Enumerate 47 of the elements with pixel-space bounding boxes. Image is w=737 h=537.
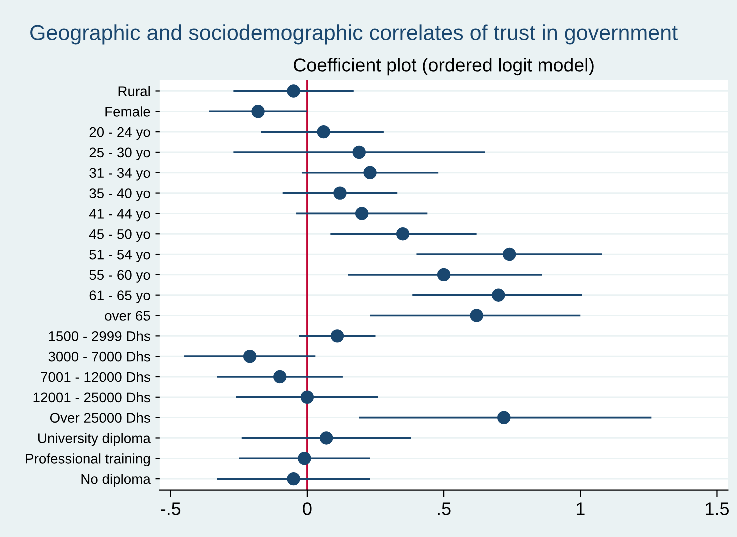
point [470, 309, 484, 322]
point [243, 350, 257, 364]
point [320, 432, 334, 445]
point [437, 268, 451, 282]
point [498, 411, 511, 424]
y-tick-label: 25 - 30 yo [90, 148, 150, 160]
y-tick-label: 55 - 60 yo [90, 270, 150, 283]
y-tick-label: 45 - 50 yo [89, 229, 150, 242]
y-tick-label: Over 25000 Dhs [50, 412, 150, 423]
point [317, 125, 330, 139]
point [355, 207, 369, 220]
y-tick-label: 51 - 54 yo [90, 250, 150, 262]
y-tick-label: 12001 - 25000 Dhs [34, 392, 150, 403]
point [396, 228, 410, 241]
x-tick-label: .5 [438, 502, 451, 516]
x-tick-label: -.5 [161, 502, 181, 516]
point [287, 84, 300, 98]
point [252, 105, 265, 118]
x-tick-label: 1.5 [706, 502, 730, 516]
y-tick-label: 31 - 34 yo [90, 168, 150, 181]
y-tick-label: 7001 - 12000 Dhs [41, 372, 150, 382]
point [492, 288, 506, 302]
x-tick-label: 0 [303, 502, 312, 516]
point [364, 166, 377, 180]
y-tick-label: Female [106, 106, 150, 117]
y-tick-label: over 65 [105, 311, 150, 321]
y-tick-label: 41 - 44 yo [89, 209, 150, 222]
y-tick-label: University diploma [38, 433, 151, 446]
y-tick-label: 3000 - 7000 Dhs [48, 352, 150, 362]
chart-subtitle: Coefficient plot (ordered logit model) [294, 58, 594, 76]
point [330, 330, 344, 343]
point [274, 370, 287, 384]
point [300, 390, 314, 404]
point [352, 146, 366, 160]
y-tick-label: 1500 - 2999 Dhs [49, 331, 150, 342]
point [503, 248, 516, 262]
y-tick-label: No diploma [82, 474, 151, 487]
y-tick-label: 20 - 24 yo [90, 127, 150, 140]
point [287, 472, 300, 486]
y-tick-label: 61 - 65 yo [90, 290, 150, 304]
chart-title: Geographic and sociodemographic correlates of trust in government [30, 24, 678, 45]
x-tick-label: 1 [576, 502, 585, 516]
y-tick-label: 35 - 40 yo [90, 188, 150, 202]
y-tick-label: Rural [118, 86, 150, 96]
y-tick-label: Professional training [26, 454, 150, 467]
point [334, 186, 347, 200]
point [298, 452, 312, 466]
